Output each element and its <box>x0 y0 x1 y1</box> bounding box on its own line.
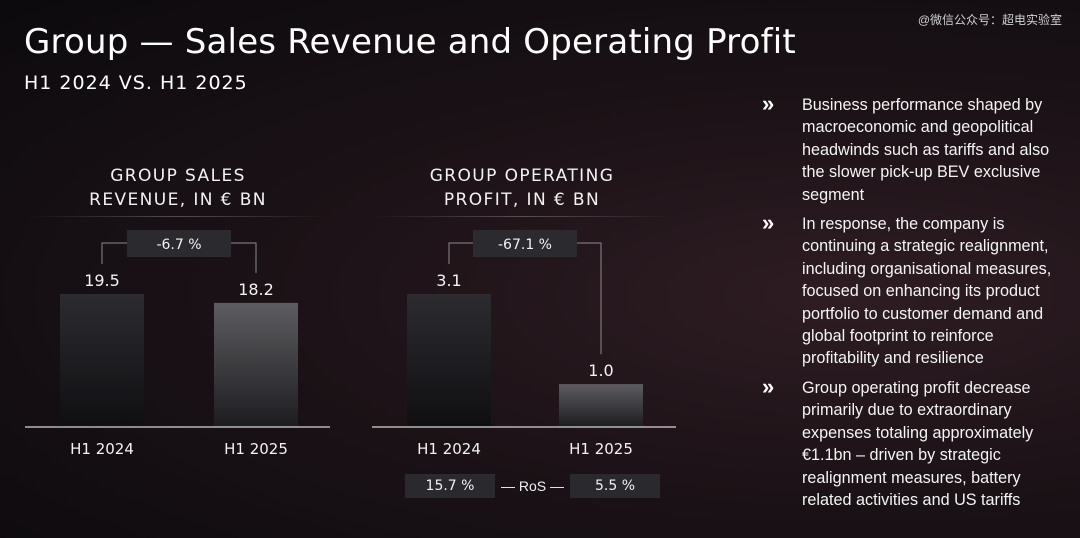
bar-charts: 19.5 H1 2024 18.2 H1 2025 -6.7 % 3.1 H1 2024 1.… <box>25 230 676 458</box>
value-label: 18.2 <box>238 280 274 299</box>
chart-title-sales-underline <box>28 216 328 217</box>
change-badge <box>127 230 231 257</box>
bar-h1-2025 <box>214 302 298 427</box>
bar-h1-2024 <box>407 294 491 427</box>
double-chevron-right-icon: » <box>762 210 775 236</box>
category-label: H1 2025 <box>569 440 633 458</box>
value-label: 1.0 <box>588 361 613 380</box>
value-label: 19.5 <box>84 271 120 290</box>
change-badge <box>473 230 577 257</box>
bullet-item: » Business performance shaped by macroec… <box>762 91 1072 206</box>
double-chevron-right-icon: » <box>762 91 775 116</box>
chart-title-sales-line-2: REVENUE, IN € BN <box>89 190 267 210</box>
change-label: -6.7 % <box>156 237 201 253</box>
category-label: H1 2024 <box>70 440 134 458</box>
bullet-text: Business performance shaped by macroecon… <box>802 96 1050 204</box>
bullet-text: Group operating profit decrease primaril… <box>802 378 1034 509</box>
ros-label: — RoS — <box>501 478 565 494</box>
bar-h1-2024 <box>60 294 144 427</box>
category-label: H1 2024 <box>417 440 481 458</box>
watermark: @微信公众号：超电实验室 <box>917 13 1062 27</box>
chart-title-profit-line-1: GROUP OPERATING <box>429 166 615 186</box>
ros-value-h1-2025: 5.5 % <box>570 474 661 498</box>
change-label: -67.1 % <box>498 237 552 253</box>
bullet-text: In response, the company is continuing a… <box>802 215 1052 368</box>
value-label: 3.1 <box>436 271 461 290</box>
chart-title-profit: GROUP OPERATING PROFIT, IN € BN <box>372 164 672 212</box>
ros-label-text: RoS <box>518 478 547 494</box>
ros-value-h1-2024: 15.7 % <box>405 474 495 498</box>
chart-title-profit-underline <box>372 216 672 217</box>
chart-title-sales-line-1: GROUP SALES <box>110 166 246 186</box>
bullet-list: » Business performance shaped by macroec… <box>762 91 1072 518</box>
bullet-item: » In response, the company is continuing… <box>762 210 1072 370</box>
double-chevron-right-icon: » <box>762 373 775 399</box>
ros-row: 15.7 % — RoS — 5.5 % <box>405 474 661 498</box>
bullet-item: » Group operating profit decrease primar… <box>762 373 1072 511</box>
page-subtitle: H1 2024 VS. H1 2025 <box>24 72 248 94</box>
category-label: H1 2025 <box>224 440 288 458</box>
chart-title-profit-line-2: PROFIT, IN € BN <box>443 190 601 210</box>
page-title: Group — Sales Revenue and Operating Prof… <box>24 22 796 62</box>
chart-title-sales: GROUP SALES REVENUE, IN € BN <box>28 164 328 212</box>
bar-h1-2025 <box>559 384 643 427</box>
